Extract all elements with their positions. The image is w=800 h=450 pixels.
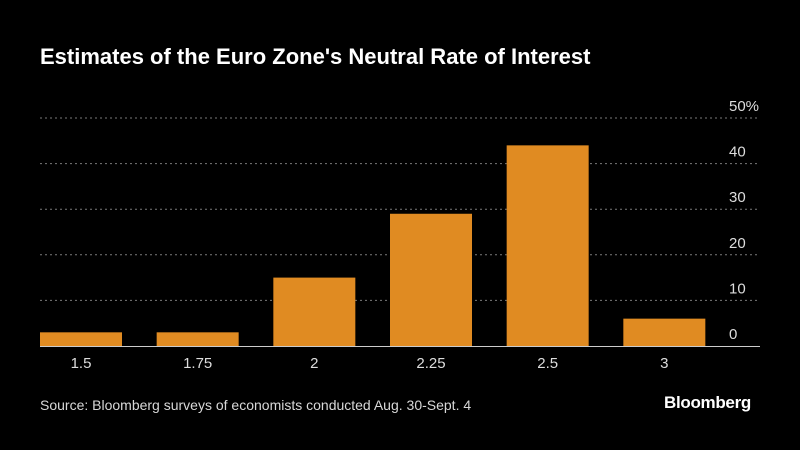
x-tick-label: 2.25 — [416, 355, 445, 372]
bar-1.5 — [40, 332, 122, 346]
y-tick-label: 50% — [729, 98, 759, 115]
bar-3 — [623, 318, 706, 346]
x-tick-label: 1.5 — [71, 355, 92, 372]
y-tick-label: 20 — [729, 235, 746, 252]
bar-2 — [273, 277, 356, 346]
y-axis-tick-labels: 0 10 20 30 40 50% — [729, 98, 759, 343]
y-tick-label: 40 — [729, 144, 746, 161]
source-note: Source: Bloomberg surveys of economists … — [40, 397, 472, 413]
chart-title: Estimates of the Euro Zone's Neutral Rat… — [40, 44, 591, 69]
bars — [40, 145, 706, 346]
y-tick-label: 0 — [729, 326, 737, 343]
x-tick-label: 2 — [310, 355, 318, 372]
bar-1.75 — [156, 332, 239, 346]
y-tick-label: 10 — [729, 280, 746, 297]
y-tick-label: 30 — [729, 189, 746, 206]
bloomberg-logo: Bloomberg — [663, 393, 751, 412]
bar-2.25 — [390, 213, 472, 346]
x-tick-label: 2.5 — [537, 355, 558, 372]
x-tick-label: 1.75 — [183, 355, 212, 372]
bar-2.5 — [506, 145, 589, 346]
x-tick-label: 3 — [660, 355, 668, 372]
x-axis-tick-labels: 1.5 1.75 2 2.25 2.5 3 — [71, 355, 669, 372]
